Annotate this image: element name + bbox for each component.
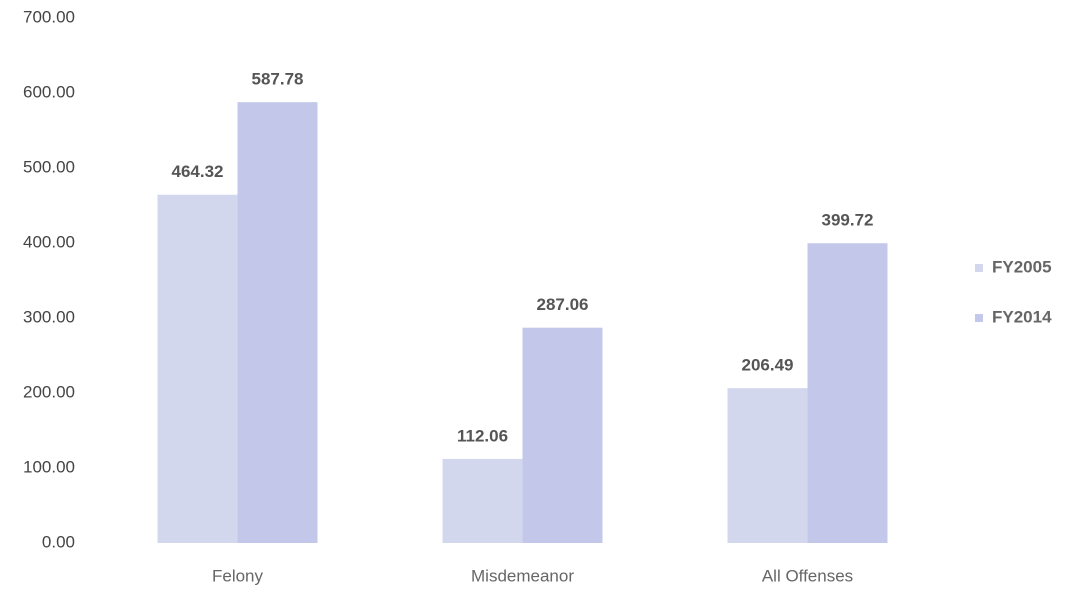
y-tick-label: 0.00: [42, 532, 75, 551]
data-label: 464.32: [172, 162, 224, 181]
data-label: 206.49: [742, 356, 794, 375]
legend-label: FY2014: [992, 307, 1052, 326]
y-tick-label: 400.00: [23, 232, 75, 251]
data-label: 112.06: [457, 426, 508, 445]
y-tick-label: 500.00: [23, 157, 75, 176]
data-label: 587.78: [252, 70, 304, 89]
bar: [237, 102, 318, 543]
bar: [807, 243, 888, 543]
x-tick-label: All Offenses: [762, 566, 853, 585]
legend-label: FY2005: [992, 257, 1052, 276]
y-tick-label: 600.00: [23, 82, 75, 101]
bar: [522, 327, 603, 543]
y-tick-label: 100.00: [23, 457, 75, 476]
bar: [442, 458, 523, 543]
x-tick-label: Misdemeanor: [471, 566, 574, 585]
y-tick-label: 200.00: [23, 382, 75, 401]
data-label: 399.72: [822, 211, 874, 230]
data-label: 287.06: [537, 295, 589, 314]
y-tick-label: 300.00: [23, 307, 75, 326]
x-tick-label: Felony: [212, 566, 264, 585]
bar: [157, 194, 238, 543]
legend-swatch: [975, 264, 983, 272]
legend-swatch: [975, 314, 983, 322]
y-tick-label: 700.00: [23, 7, 75, 26]
bar: [727, 388, 808, 543]
